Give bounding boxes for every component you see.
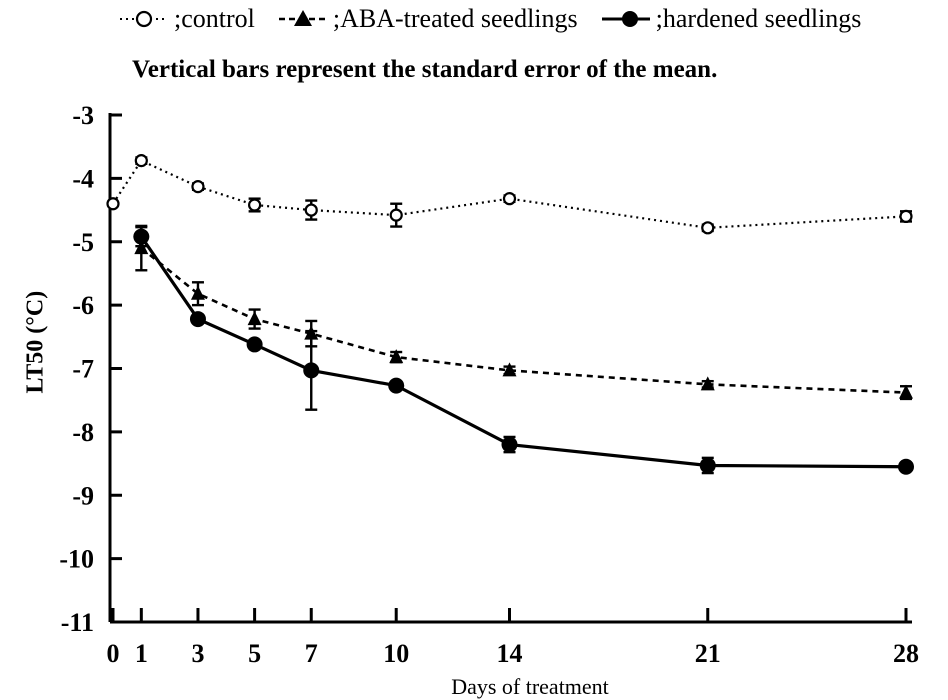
data-point	[106, 197, 120, 211]
y-tick-label: -7	[72, 355, 94, 384]
x-tick-label: 21	[695, 639, 721, 668]
y-tick-label: -10	[59, 545, 94, 574]
data-point	[191, 180, 205, 194]
data-point	[502, 192, 517, 206]
y-tick-label: -6	[72, 291, 94, 320]
legend-item-hardened: ;hardened seedlings	[600, 4, 862, 34]
data-point	[699, 457, 716, 474]
data-point	[899, 384, 913, 399]
legend-control-marker	[120, 10, 168, 28]
data-point	[189, 311, 206, 328]
data-point	[304, 203, 318, 217]
x-axis-label: Days of treatment	[451, 674, 609, 699]
x-tick-label: 14	[497, 639, 523, 668]
x-tick-label: 5	[248, 639, 261, 668]
x-tick-label: 3	[191, 639, 204, 668]
legend-hardened-marker	[601, 11, 650, 27]
y-tick-label: -4	[72, 164, 94, 193]
series-line	[112, 159, 907, 229]
data-point	[190, 285, 205, 300]
y-tick-label: -8	[72, 418, 94, 447]
x-tick-label: 0	[107, 639, 120, 668]
data-point	[502, 362, 517, 377]
legend-aba-marker	[278, 10, 327, 26]
y-tick-label: -11	[61, 608, 94, 637]
legend-item-control: ;control	[118, 4, 255, 34]
legend-item-aba: ;ABA-treated seedlings	[277, 4, 578, 34]
data-point	[133, 228, 150, 245]
y-tick-label: -5	[72, 228, 94, 257]
data-point	[700, 376, 715, 391]
data-point	[303, 362, 320, 379]
legend-hardened-label: ;hardened seedlings	[655, 4, 862, 33]
data-point	[248, 198, 262, 212]
y-tick-label: -3	[72, 101, 94, 130]
data-point	[388, 377, 405, 394]
legend-control-label: ;control	[174, 4, 255, 33]
series-line	[140, 247, 907, 394]
y-tick-label: -9	[72, 481, 94, 510]
data-point	[246, 336, 263, 353]
data-point	[501, 436, 518, 453]
data-point	[899, 209, 913, 223]
data-point	[389, 349, 404, 364]
x-tick-label: 28	[893, 639, 919, 668]
data-point	[247, 311, 262, 326]
legend: ;control ;ABA-treated seedlings ;hardene…	[118, 4, 883, 34]
data-point	[701, 221, 715, 235]
legend-aba-label: ;ABA-treated seedlings	[332, 4, 578, 33]
chart-subtitle: Vertical bars represent the standard err…	[132, 56, 718, 83]
data-point	[134, 154, 148, 168]
data-point	[389, 208, 403, 222]
data-point	[898, 458, 914, 475]
x-tick-label: 10	[383, 639, 409, 668]
x-tick-label: 7	[305, 639, 318, 668]
series-line	[140, 235, 907, 469]
x-tick-label: 1	[135, 639, 148, 668]
